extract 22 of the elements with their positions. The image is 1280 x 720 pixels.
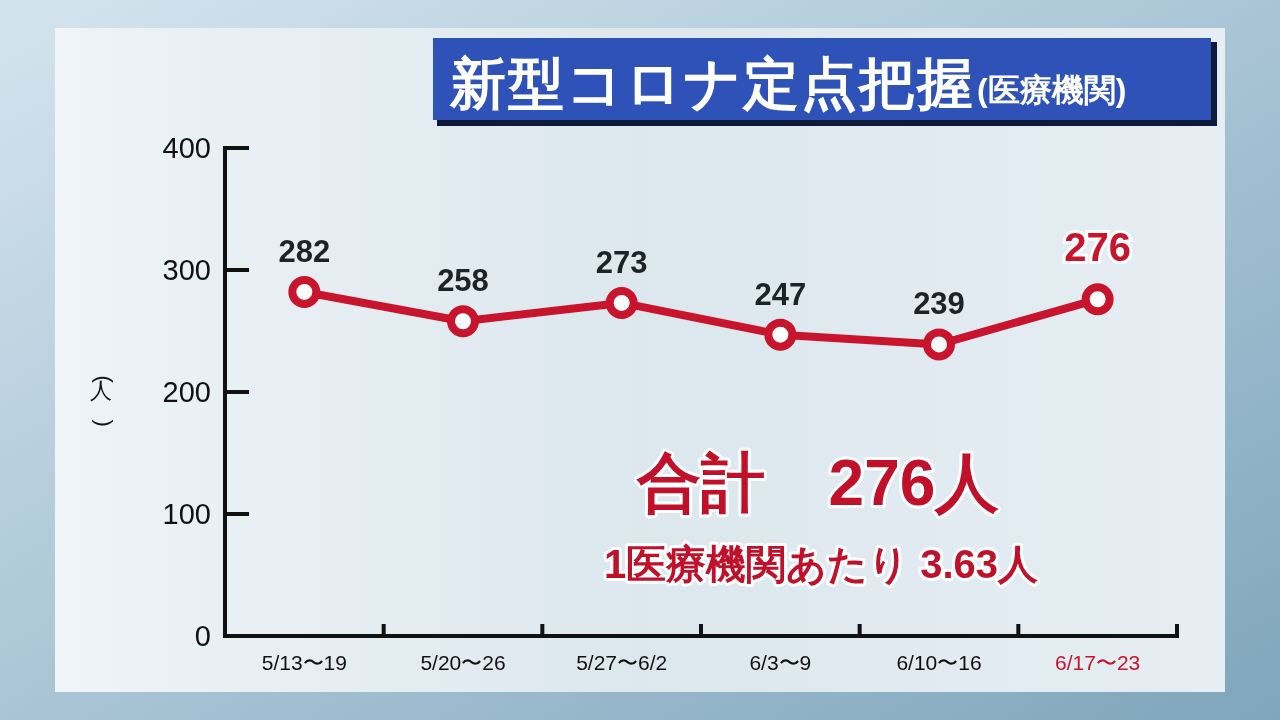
data-label: 258 (437, 263, 489, 299)
xtick: 6/10〜16 (896, 651, 982, 674)
data-label: 239 (913, 286, 965, 322)
ytick: 300 (162, 254, 211, 286)
ytick: 400 (162, 132, 211, 164)
data-label: 282 (278, 233, 331, 269)
annotation: 1医療機関あたり 3.63人 (603, 542, 1039, 586)
data-label: 247 (754, 276, 807, 312)
xtick: 5/27〜6/2 (576, 651, 668, 674)
ytick: 200 (162, 376, 211, 408)
data-label: 273 (595, 244, 648, 280)
ytick: 0 (194, 620, 211, 652)
xtick: 6/3〜9 (749, 651, 812, 674)
ytick: 100 (162, 498, 211, 530)
ylabel: (人) (90, 375, 118, 427)
annotation: 合計 276人 (636, 447, 1000, 519)
title: 新型コロナ定点把握 (450, 52, 975, 115)
subtitle: (医療機関) (977, 72, 1127, 108)
xtick: 5/20〜26 (420, 651, 506, 674)
xtick: 5/13〜19 (261, 651, 347, 674)
xtick: 6/17〜23 (1055, 651, 1141, 674)
data-label: 276 (1064, 225, 1132, 270)
